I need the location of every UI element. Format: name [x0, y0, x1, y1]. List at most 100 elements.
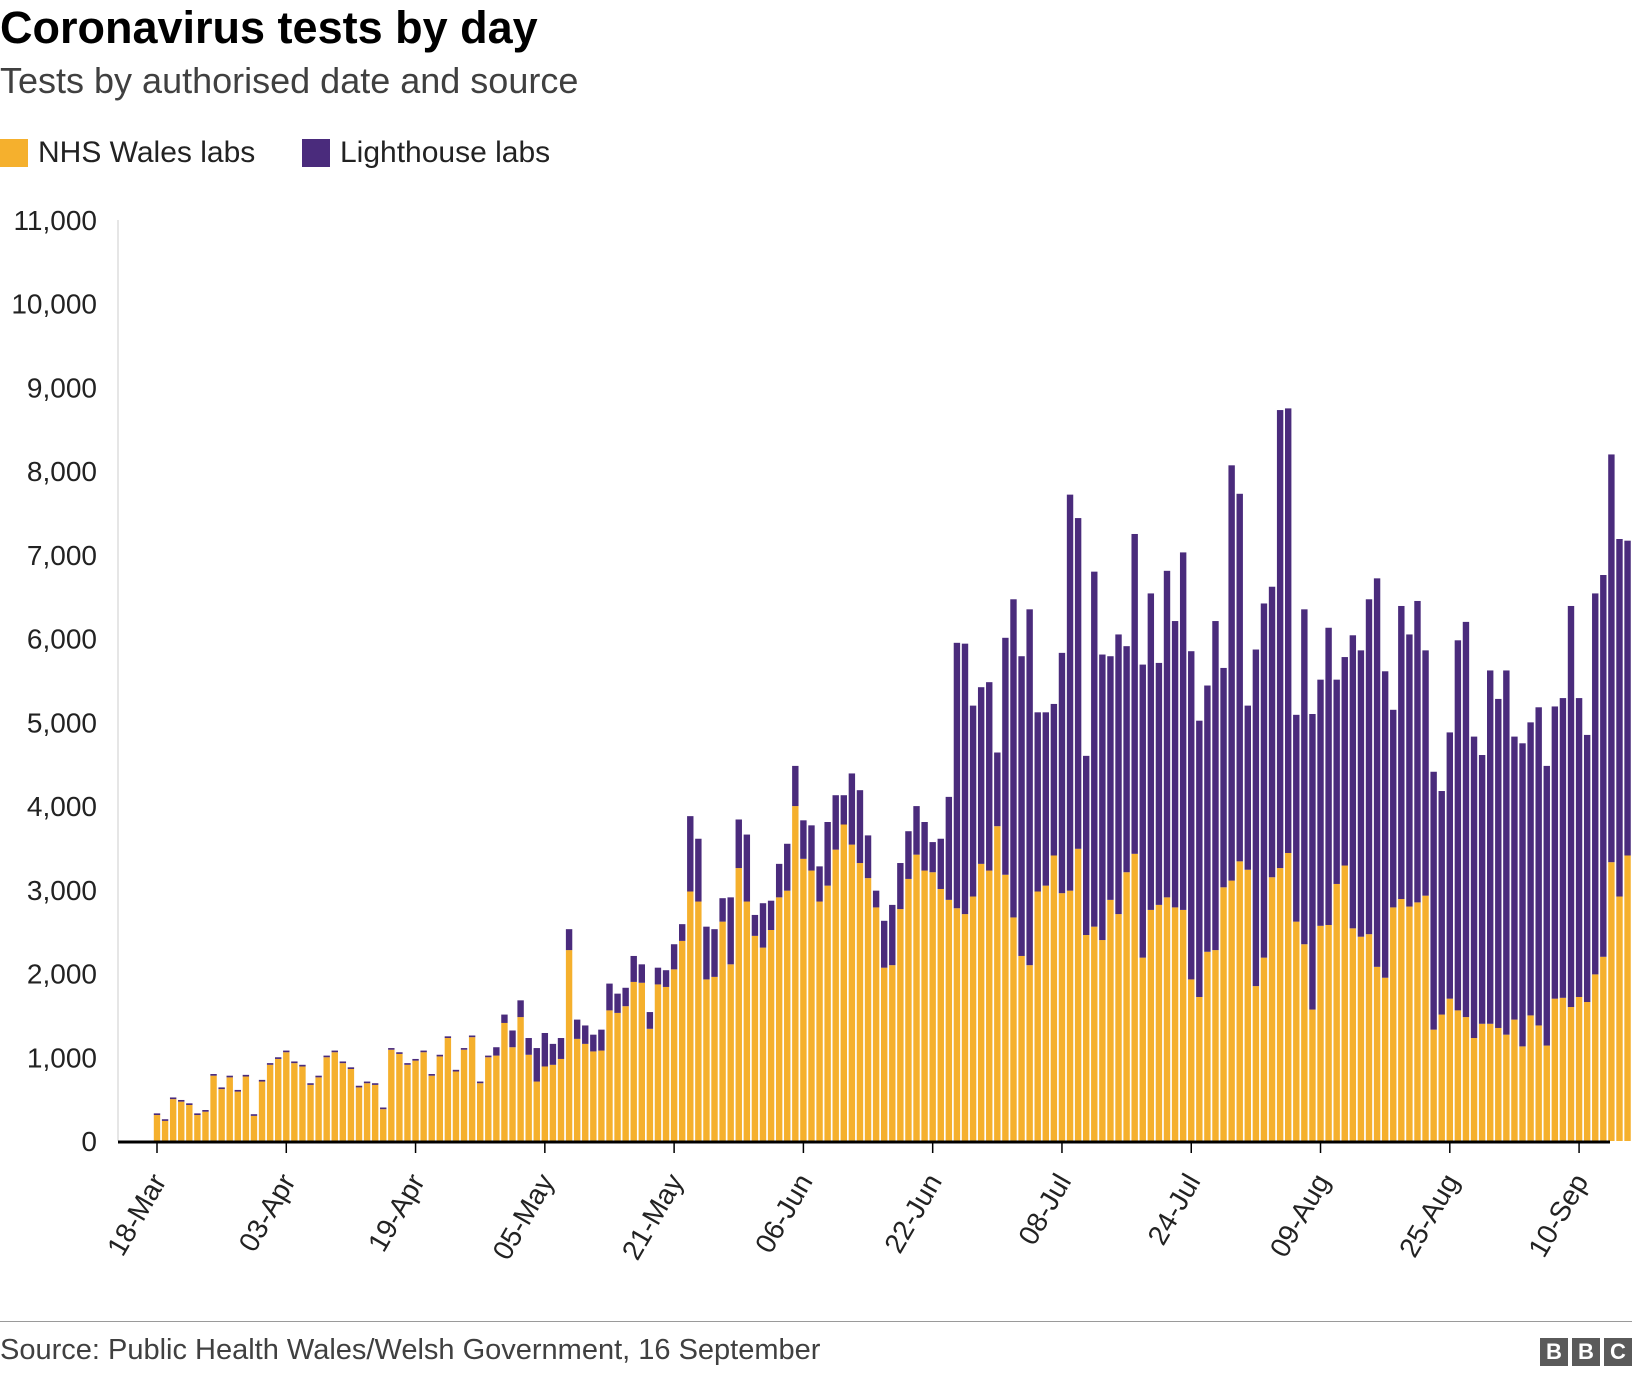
bar-nhs-wales-labs — [630, 981, 637, 1141]
bar-nhs-wales-labs — [1357, 936, 1365, 1141]
bar-nhs-wales-labs — [541, 1066, 549, 1141]
bar-nhs-wales-labs — [953, 908, 961, 1141]
bar-lighthouse-labs — [654, 967, 662, 985]
bar-nhs-wales-labs — [986, 870, 993, 1141]
bar-nhs-wales-labs — [889, 965, 896, 1141]
bar-lighthouse-labs — [743, 834, 751, 902]
bar-lighthouse-labs — [679, 924, 686, 941]
bar-nhs-wales-labs — [662, 986, 670, 1141]
x-tick-label: 21-May — [616, 1169, 690, 1265]
bar-nhs-wales-labs — [1535, 1025, 1542, 1141]
bar-lighthouse-labs — [1478, 755, 1486, 1024]
bar-nhs-wales-labs — [186, 1105, 193, 1141]
bar-lighthouse-labs — [1624, 540, 1631, 856]
bar-lighthouse-labs — [824, 822, 831, 886]
bar-nhs-wales-labs — [1430, 1029, 1437, 1141]
bar-nhs-wales-labs — [1575, 996, 1583, 1141]
bbc-logo-letter-3: C — [1604, 1338, 1632, 1366]
bar-nhs-wales-labs — [1026, 965, 1033, 1141]
bar-nhs-wales-labs — [1212, 950, 1219, 1141]
bar-nhs-wales-labs — [525, 1054, 532, 1141]
x-tick-label: 09-Aug — [1264, 1169, 1336, 1263]
bar-nhs-wales-labs — [937, 888, 944, 1141]
bar-nhs-wales-labs — [347, 1068, 355, 1141]
bar-lighthouse-labs — [363, 1081, 371, 1084]
bar-lighthouse-labs — [1511, 736, 1518, 1020]
bar-lighthouse-labs — [1034, 712, 1041, 892]
bar-nhs-wales-labs — [1600, 956, 1607, 1141]
bar-lighthouse-labs — [194, 1113, 201, 1116]
bar-nhs-wales-labs — [485, 1057, 492, 1141]
bar-lighthouse-labs — [226, 1075, 233, 1078]
bar-lighthouse-labs — [1430, 771, 1437, 1030]
bar-lighthouse-labs — [1349, 635, 1357, 929]
bar-nhs-wales-labs — [1220, 887, 1227, 1141]
bar-lighthouse-labs — [1487, 670, 1494, 1024]
bar-nhs-wales-labs — [291, 1063, 298, 1141]
bar-lighthouse-labs — [1309, 713, 1316, 1010]
x-tick-label: 22-Jun — [878, 1169, 948, 1259]
bar-lighthouse-labs — [1551, 706, 1559, 999]
bar-lighthouse-labs — [242, 1074, 250, 1077]
bar-nhs-wales-labs — [1107, 899, 1114, 1141]
bar-nhs-wales-labs — [1236, 861, 1243, 1141]
bar-nhs-wales-labs — [275, 1058, 282, 1141]
bar-lighthouse-labs — [1567, 605, 1575, 1008]
x-tick-label: 24-Jul — [1141, 1169, 1206, 1251]
bar-lighthouse-labs — [1527, 722, 1534, 1016]
bar-lighthouse-labs — [921, 822, 928, 871]
bar-lighthouse-labs — [1333, 679, 1340, 884]
bar-lighthouse-labs — [929, 842, 936, 873]
legend-item-lighthouse-labs: Lighthouse labs — [302, 136, 550, 170]
bar-lighthouse-labs — [371, 1083, 379, 1085]
bar-lighthouse-labs — [299, 1064, 306, 1067]
bar-lighthouse-labs — [1503, 670, 1510, 1035]
bar-nhs-wales-labs — [808, 870, 815, 1141]
bar-lighthouse-labs — [1495, 698, 1502, 1028]
bar-nhs-wales-labs — [695, 901, 702, 1141]
bar-lighthouse-labs — [1010, 599, 1017, 918]
bar-nhs-wales-labs — [307, 1084, 314, 1141]
bar-lighthouse-labs — [897, 863, 904, 910]
bar-lighthouse-labs — [953, 642, 961, 909]
bar-lighthouse-labs — [1616, 539, 1623, 897]
bar-lighthouse-labs — [396, 1052, 403, 1054]
bar-lighthouse-labs — [711, 929, 718, 977]
x-tick-label: 19-Apr — [362, 1169, 431, 1257]
bar-lighthouse-labs — [1155, 662, 1163, 905]
bar-nhs-wales-labs — [1406, 906, 1413, 1141]
bar-nhs-wales-labs — [202, 1111, 209, 1141]
bar-lighthouse-labs — [719, 898, 726, 922]
bar-lighthouse-labs — [961, 643, 969, 915]
bar-nhs-wales-labs — [1462, 1017, 1470, 1141]
bar-lighthouse-labs — [775, 863, 783, 898]
bar-lighthouse-labs — [153, 1113, 161, 1116]
bar-nhs-wales-labs — [759, 947, 767, 1141]
bar-lighthouse-labs — [347, 1067, 355, 1069]
bar-nhs-wales-labs — [1567, 1007, 1575, 1141]
bar-lighthouse-labs — [1438, 791, 1445, 1015]
bar-lighthouse-labs — [549, 1043, 557, 1065]
bar-nhs-wales-labs — [396, 1053, 403, 1141]
bar-lighthouse-labs — [1050, 703, 1058, 856]
bar-lighthouse-labs — [1171, 621, 1179, 908]
bar-lighthouse-labs — [1276, 410, 1284, 869]
bar-lighthouse-labs — [315, 1075, 322, 1078]
bar-lighthouse-labs — [339, 1061, 347, 1064]
bar-lighthouse-labs — [598, 1029, 605, 1051]
bar-lighthouse-labs — [856, 790, 864, 864]
bar-lighthouse-labs — [751, 914, 759, 936]
x-tick-label: 18-Mar — [101, 1169, 172, 1261]
bar-nhs-wales-labs — [1454, 1010, 1462, 1141]
legend-label-nhs-wales-labs: NHS Wales labs — [38, 136, 256, 169]
bar-lighthouse-labs — [1099, 654, 1106, 941]
bar-nhs-wales-labs — [719, 921, 726, 1141]
y-tick-label: 10,000 — [11, 289, 97, 320]
bar-nhs-wales-labs — [1390, 907, 1397, 1141]
bar-lighthouse-labs — [1139, 664, 1146, 958]
bar-nhs-wales-labs — [210, 1075, 217, 1141]
bar-lighthouse-labs — [428, 1074, 435, 1076]
bar-nhs-wales-labs — [856, 863, 864, 1141]
bar-lighthouse-labs — [1406, 634, 1413, 907]
y-tick-label: 0 — [81, 1126, 97, 1157]
